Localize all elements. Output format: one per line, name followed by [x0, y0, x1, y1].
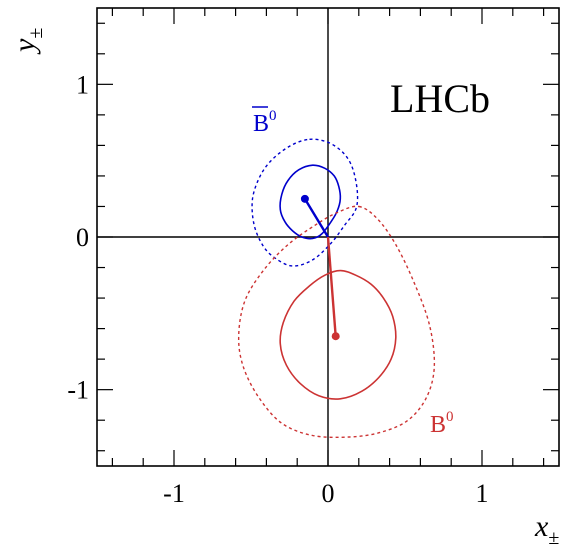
series-label-b-base: B: [430, 412, 446, 438]
vector-line-bbar: [303, 198, 330, 238]
y-axis-label-subscript: ±: [25, 28, 47, 39]
vector-line-b: [326, 236, 337, 337]
series-label-b-sup: 0: [446, 409, 454, 425]
central-point-bbar: [300, 194, 309, 203]
central-value-layer: [300, 194, 340, 341]
series-label-bbar-text: B0: [253, 108, 277, 137]
series-label-bbar-base: B: [253, 111, 269, 137]
x-tick-label: -1: [163, 479, 185, 508]
x-axis-label-main: x: [534, 510, 549, 543]
x-tick-label: 1: [476, 479, 489, 508]
series-label-bbar: B0: [252, 106, 277, 137]
experiment-label: LHCb: [390, 76, 490, 121]
contour-layer: [237, 138, 436, 439]
y-tick-label: -1: [67, 376, 89, 405]
x-tick-label: 0: [322, 479, 335, 508]
x-axis-label-subscript: ±: [548, 527, 559, 545]
y-axis-label-main: y: [8, 38, 41, 55]
y-tick-label: 0: [76, 223, 89, 252]
series-label-bbar-sup: 0: [269, 108, 277, 124]
x-axis-label: x±: [534, 510, 559, 545]
contour-bbar-outer: [251, 138, 359, 267]
central-point-b: [331, 332, 340, 341]
y-axis-label: y±: [8, 28, 47, 55]
contour-b-outer: [237, 205, 436, 439]
y-tick-label: 1: [76, 70, 89, 99]
contour-b-inner: [279, 269, 397, 400]
axis-ticks: [97, 8, 559, 466]
series-label-b: B0: [430, 409, 454, 438]
contour-bbar-inner: [279, 164, 342, 240]
tick-labels: -1 0 1 -1 0 1: [67, 70, 488, 508]
